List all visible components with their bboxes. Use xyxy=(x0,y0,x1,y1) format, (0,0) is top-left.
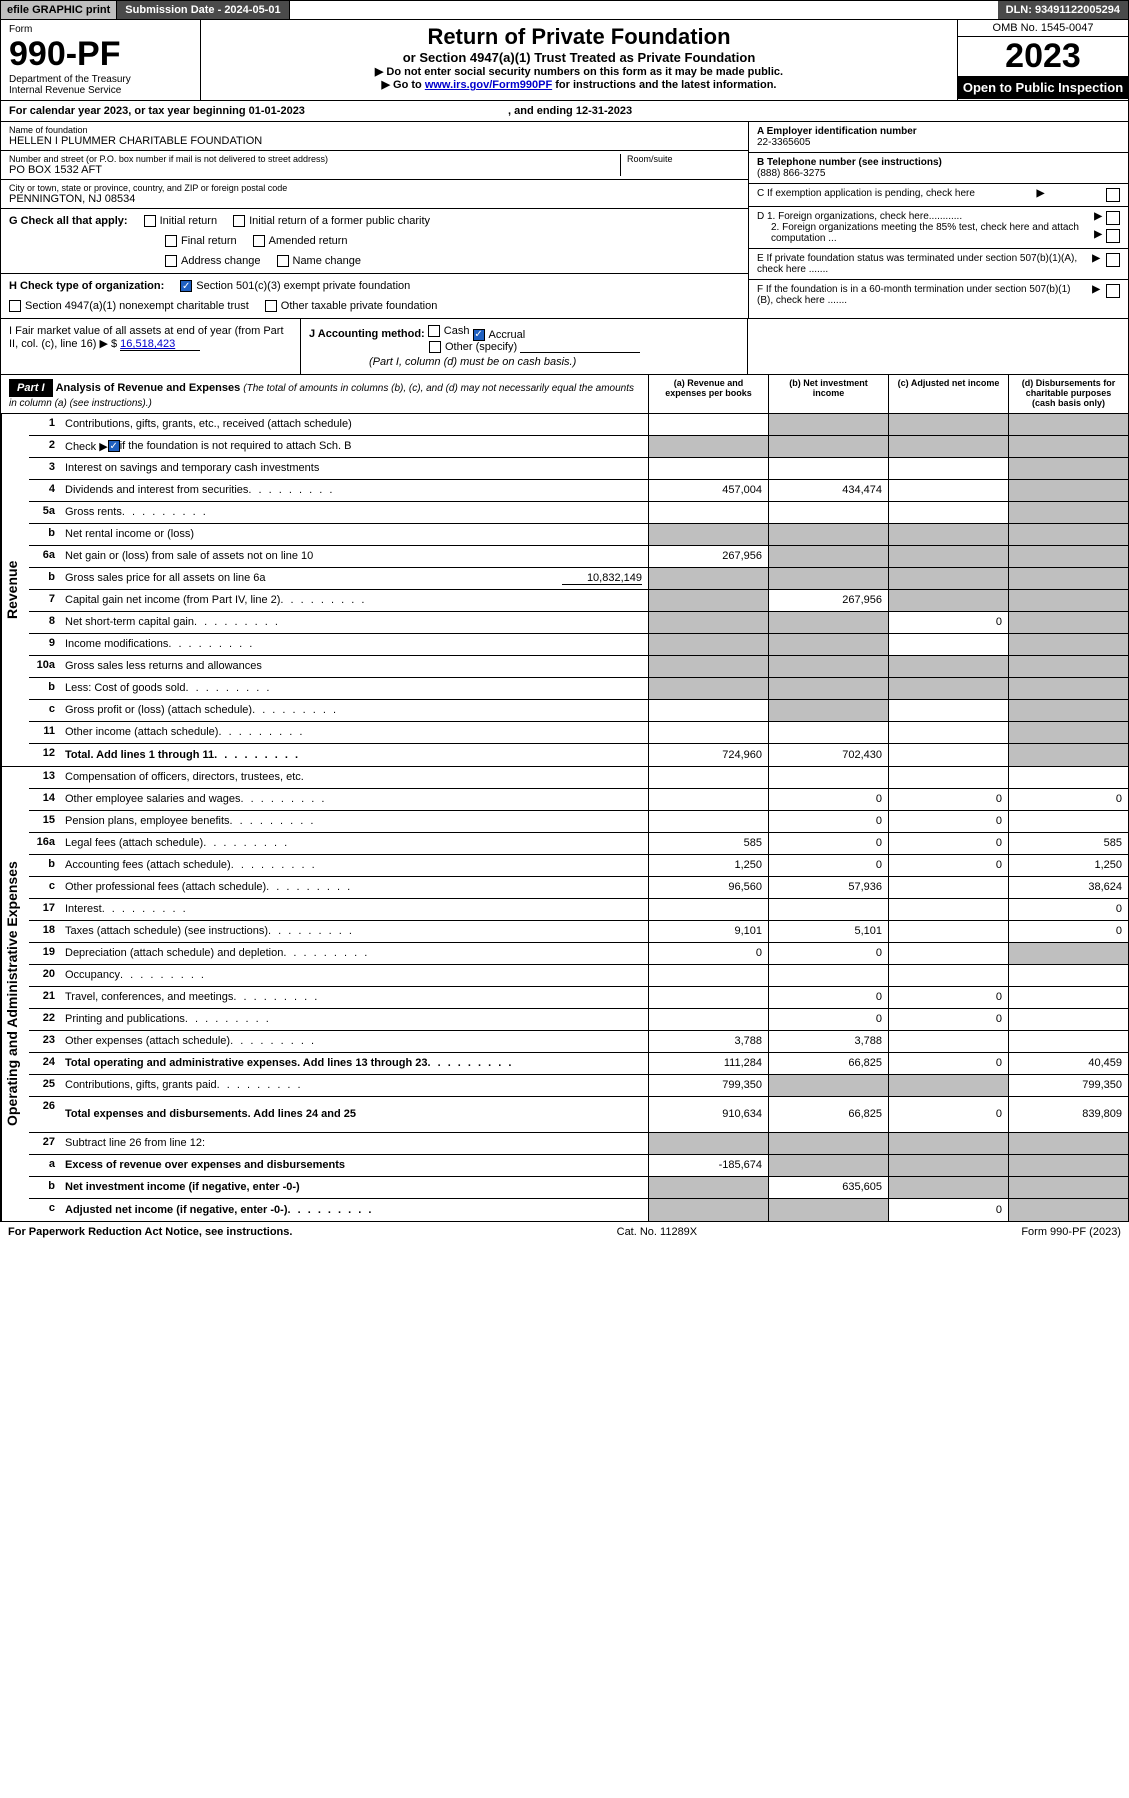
revenue-section: Revenue 1Contributions, gifts, grants, e… xyxy=(0,414,1129,767)
cb-cash[interactable] xyxy=(428,325,440,337)
instr-2: ▶ Go to www.irs.gov/Form990PF for instru… xyxy=(211,78,947,91)
h-label: H Check type of organization: xyxy=(9,280,164,292)
footer-left: For Paperwork Reduction Act Notice, see … xyxy=(8,1226,292,1238)
expenses-section: Operating and Administrative Expenses 13… xyxy=(0,767,1129,1222)
form-link[interactable]: www.irs.gov/Form990PF xyxy=(425,79,552,91)
header-left: Form 990-PF Department of the Treasury I… xyxy=(1,20,201,100)
col-b-head: (b) Net investment income xyxy=(768,375,888,413)
b-label: B Telephone number (see instructions) xyxy=(757,157,942,168)
form-title: Return of Private Foundation xyxy=(211,24,947,50)
addr-label: Number and street (or P.O. box number if… xyxy=(9,154,620,164)
cb-d1[interactable] xyxy=(1106,211,1120,225)
cb-e[interactable] xyxy=(1106,253,1120,267)
revenue-label: Revenue xyxy=(1,414,29,766)
form-word: Form xyxy=(9,24,192,35)
form-number: 990-PF xyxy=(9,35,192,74)
cb-501c3[interactable]: ✓ xyxy=(180,280,192,292)
cb-other-tax[interactable] xyxy=(265,300,277,312)
col-a-head: (a) Revenue and expenses per books xyxy=(648,375,768,413)
g-label: G Check all that apply: xyxy=(9,215,128,227)
cb-schb[interactable]: ✓ xyxy=(108,440,120,452)
dept: Department of the Treasury xyxy=(9,74,192,85)
part1-label: Part I xyxy=(9,379,53,397)
cb-d2[interactable] xyxy=(1106,229,1120,243)
form-header: Form 990-PF Department of the Treasury I… xyxy=(0,20,1129,101)
city-label: City or town, state or province, country… xyxy=(9,183,740,193)
addr: PO BOX 1532 AFT xyxy=(9,164,620,176)
d2-label: 2. Foreign organizations meeting the 85%… xyxy=(757,222,1088,244)
room-label: Room/suite xyxy=(627,154,740,164)
j-label: J Accounting method: xyxy=(309,328,425,340)
dln: DLN: 93491122005294 xyxy=(998,1,1128,19)
submission-date: Submission Date - 2024-05-01 xyxy=(117,1,289,19)
cb-other[interactable] xyxy=(429,341,441,353)
g-row: G Check all that apply: Initial return I… xyxy=(1,209,748,274)
cb-addr-chg[interactable] xyxy=(165,255,177,267)
year-begin: 01-01-2023 xyxy=(249,105,305,117)
name-label: Name of foundation xyxy=(9,125,740,135)
col-c-head: (c) Adjusted net income xyxy=(888,375,1008,413)
i-val[interactable]: 16,518,423 xyxy=(120,338,200,351)
cb-initial-former[interactable] xyxy=(233,215,245,227)
cb-f[interactable] xyxy=(1106,284,1120,298)
header-mid: Return of Private Foundation or Section … xyxy=(201,20,958,100)
footer-right: Form 990-PF (2023) xyxy=(1021,1226,1121,1238)
h-row: H Check type of organization: ✓Section 5… xyxy=(1,274,748,318)
expenses-label: Operating and Administrative Expenses xyxy=(1,767,29,1221)
calendar-year-row: For calendar year 2023, or tax year begi… xyxy=(0,101,1129,122)
cb-initial[interactable] xyxy=(144,215,156,227)
efile-label[interactable]: efile GRAPHIC print xyxy=(1,1,117,19)
phone: (888) 866-3275 xyxy=(757,168,942,179)
f-label: F If the foundation is in a 60-month ter… xyxy=(757,284,1086,306)
top-bar: efile GRAPHIC print Submission Date - 20… xyxy=(0,0,1129,20)
cb-amended[interactable] xyxy=(253,235,265,247)
ij-row: I Fair market value of all assets at end… xyxy=(0,319,1129,375)
cb-4947[interactable] xyxy=(9,300,21,312)
city: PENNINGTON, NJ 08534 xyxy=(9,193,740,205)
tax-year: 2023 xyxy=(958,37,1128,76)
a-label: A Employer identification number xyxy=(757,126,917,137)
omb: OMB No. 1545-0047 xyxy=(958,20,1128,37)
year-end: 12-31-2023 xyxy=(576,105,632,117)
part1-header: Part I Analysis of Revenue and Expenses … xyxy=(0,375,1129,414)
form-subtitle: or Section 4947(a)(1) Trust Treated as P… xyxy=(211,50,947,65)
e-label: E If private foundation status was termi… xyxy=(757,253,1086,275)
ein: 22-3365605 xyxy=(757,137,917,148)
part1-title: Analysis of Revenue and Expenses xyxy=(56,382,241,394)
cb-final[interactable] xyxy=(165,235,177,247)
open-inspection: Open to Public Inspection xyxy=(958,76,1128,99)
c-label: C If exemption application is pending, c… xyxy=(757,188,975,199)
foundation-name: HELLEN I PLUMMER CHARITABLE FOUNDATION xyxy=(9,135,740,147)
footer: For Paperwork Reduction Act Notice, see … xyxy=(0,1222,1129,1242)
irs: Internal Revenue Service xyxy=(9,85,192,96)
cb-c[interactable] xyxy=(1106,188,1120,202)
instr-1: ▶ Do not enter social security numbers o… xyxy=(211,65,947,78)
header-right: OMB No. 1545-0047 2023 Open to Public In… xyxy=(958,20,1128,100)
j-note: (Part I, column (d) must be on cash basi… xyxy=(369,356,576,368)
cb-name-chg[interactable] xyxy=(277,255,289,267)
d1-label: D 1. Foreign organizations, check here..… xyxy=(757,211,1088,222)
info-grid: Name of foundation HELLEN I PLUMMER CHAR… xyxy=(0,122,1129,319)
cb-accrual[interactable]: ✓ xyxy=(473,329,485,341)
col-d-head: (d) Disbursements for charitable purpose… xyxy=(1008,375,1128,413)
footer-mid: Cat. No. 11289X xyxy=(617,1226,698,1238)
